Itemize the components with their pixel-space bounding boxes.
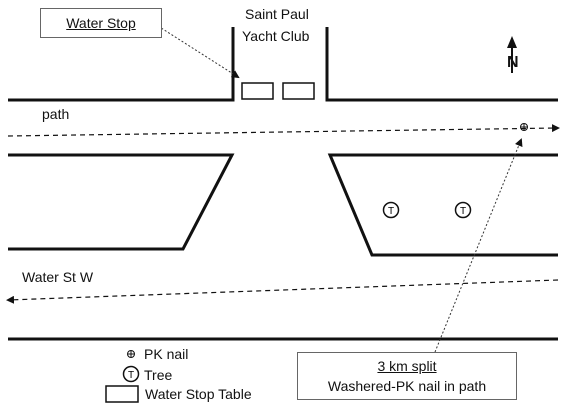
median-right [327, 153, 558, 257]
split-leader [434, 138, 523, 353]
water-stop-leader [157, 25, 240, 79]
club-label-line1: Saint Paul [245, 6, 309, 22]
path-label: path [42, 106, 70, 122]
water-stop-callout: Water Stop [40, 8, 162, 38]
north-label: N [507, 54, 519, 71]
club-label-line2: Yacht Club [242, 28, 310, 44]
north-arrow-icon [507, 36, 517, 73]
table-legend-icon [105, 385, 139, 403]
split-callout: 3 km split Washered-PK nail in path [297, 352, 517, 400]
split-title: 3 km split [377, 358, 437, 374]
svg-text:T: T [460, 206, 466, 217]
split-detail: Washered-PK nail in path [327, 378, 487, 394]
legend-table: Water Stop Table [145, 386, 252, 402]
water-stop-title: Water Stop [66, 15, 136, 31]
water-stop-table [282, 82, 315, 100]
tree-icon: T [454, 201, 472, 219]
pk-nail-icon [127, 350, 135, 358]
svg-text:T: T [388, 206, 394, 217]
street-label: Water St W [22, 269, 94, 285]
tree-icon: T [122, 365, 140, 383]
tree-icon: T [382, 201, 400, 219]
median-left [8, 153, 235, 251]
pk-nail-icon [520, 123, 528, 131]
svg-text:T: T [128, 370, 134, 381]
street-route [6, 279, 559, 304]
path-route [7, 124, 560, 137]
curb-top-left [8, 27, 235, 102]
water-stop-table [241, 82, 274, 100]
curb-top-right [325, 27, 558, 102]
legend-tree: Tree [144, 367, 173, 383]
legend-pk-nail: PK nail [144, 346, 189, 362]
